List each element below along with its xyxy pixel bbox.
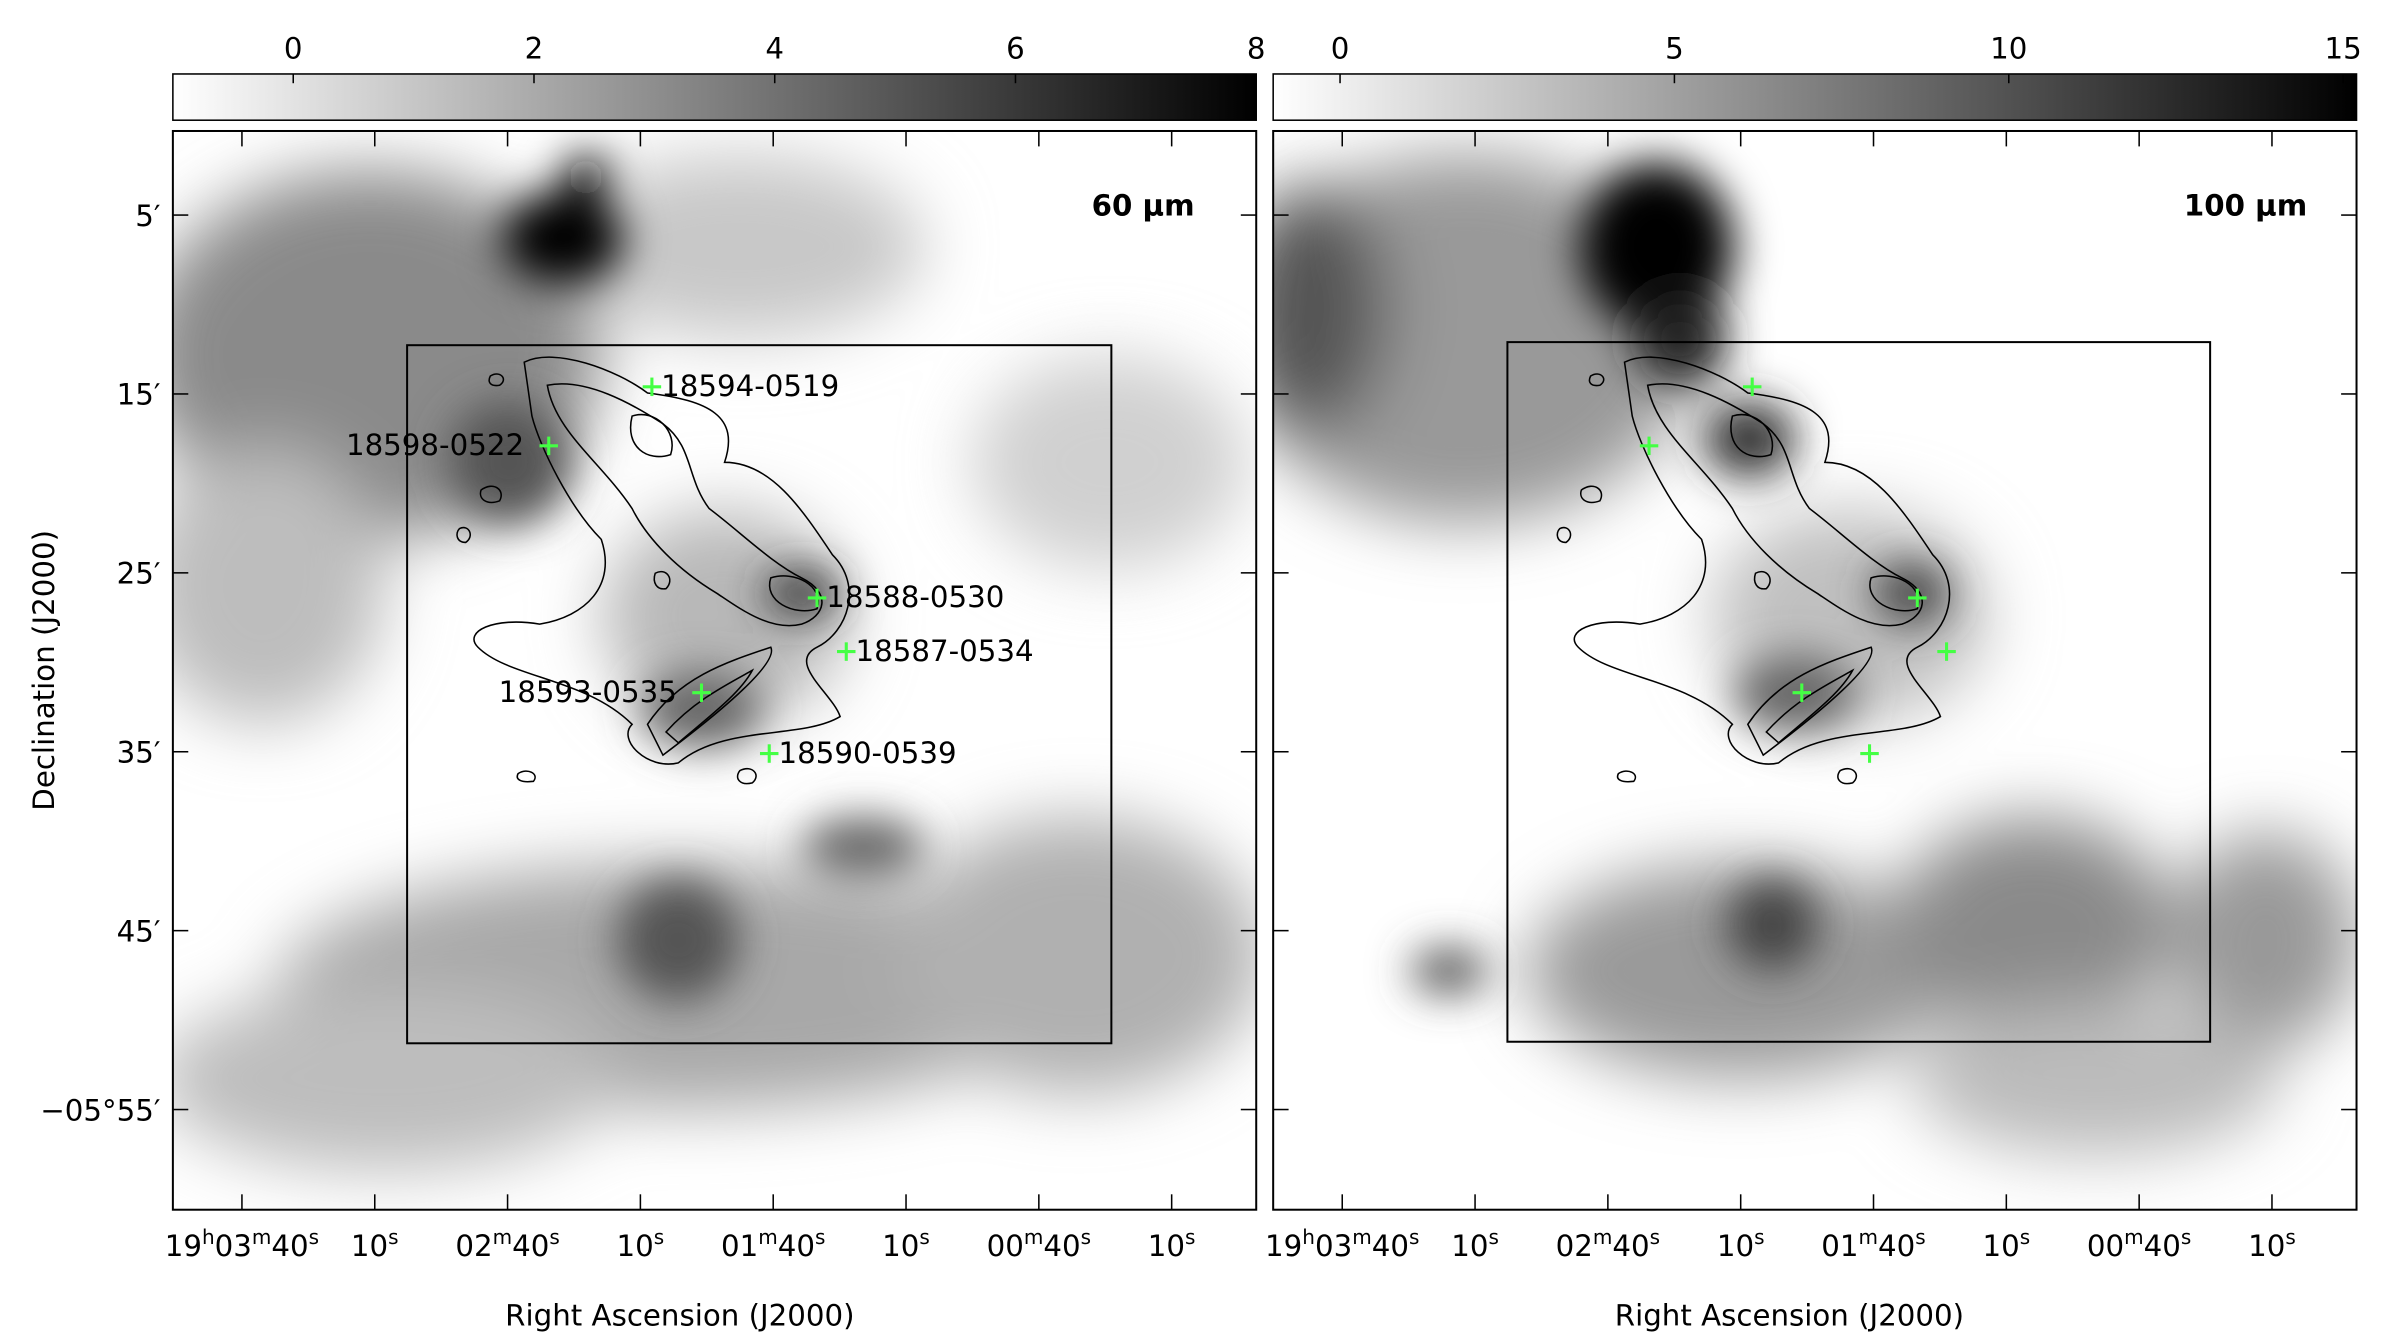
source-marker <box>759 744 779 763</box>
colorbar-tick-label: 2 <box>525 32 544 66</box>
source-marker <box>1937 642 1956 661</box>
colorbar-tick-label: 4 <box>765 32 784 66</box>
colorbar-tick-label: 15 <box>2325 32 2362 66</box>
colorbar <box>172 73 1257 121</box>
source-label: 18588-0530 <box>826 580 1004 614</box>
x-tick-label: 00m40s <box>2087 1225 2191 1263</box>
source-marker <box>1742 377 1762 397</box>
band-label: 60 μm <box>1092 189 1195 223</box>
panel-frame <box>171 129 1258 1211</box>
x-tick-label: 02m40s <box>455 1225 559 1263</box>
source-marker <box>1908 588 1927 608</box>
x-axis-label: Right Ascension (J2000) <box>1615 1298 1964 1332</box>
map-60 <box>172 130 1257 1210</box>
x-tick-label: 19h03m40s <box>165 1225 319 1263</box>
source-marker <box>1639 436 1659 456</box>
colorbar-tick-label: 0 <box>1331 32 1350 66</box>
x-tick-label: 10s <box>1148 1225 1196 1263</box>
source-label: 18598-0522 <box>346 428 524 462</box>
y-tick-label: 35′ <box>117 736 161 770</box>
y-tick-label: −05°55′ <box>40 1093 160 1127</box>
y-tick-label: 45′ <box>117 914 161 948</box>
x-tick-label: 10s <box>351 1225 399 1263</box>
colorbar <box>1272 73 2358 121</box>
y-tick-label: 5′ <box>135 199 160 233</box>
source-marker <box>1860 744 1879 763</box>
source-marker <box>642 377 662 397</box>
x-tick-label: 10s <box>1982 1225 2030 1263</box>
source-label: 18587-0534 <box>856 634 1034 668</box>
y-axis-label: Declination (J2000) <box>27 530 61 811</box>
source-marker <box>692 683 711 702</box>
colorbar-tick-label: 10 <box>1990 32 2027 66</box>
x-tick-label: 10s <box>2248 1225 2296 1263</box>
x-tick-label: 10s <box>1451 1225 1499 1263</box>
source-label: 18590-0539 <box>778 736 956 770</box>
x-axis-label: Right Ascension (J2000) <box>505 1298 854 1332</box>
x-tick-label: 10s <box>617 1225 665 1263</box>
panel-frame <box>1272 129 2358 1211</box>
source-marker <box>807 588 827 608</box>
x-tick-label: 19h03m40s <box>1265 1225 1419 1263</box>
x-tick-label: 10s <box>882 1225 930 1263</box>
source-marker <box>539 436 558 456</box>
x-tick-label: 10s <box>1717 1225 1765 1263</box>
map-100 <box>1273 130 2357 1210</box>
source-marker <box>837 642 856 661</box>
colorbar-tick-label: 5 <box>1665 32 1684 66</box>
x-tick-label: 00m40s <box>987 1225 1091 1263</box>
colorbar-tick-label: 8 <box>1247 32 1266 66</box>
y-tick-label: 25′ <box>117 557 161 591</box>
x-tick-label: 02m40s <box>1556 1225 1660 1263</box>
x-tick-label: 01m40s <box>721 1225 825 1263</box>
source-label: 18594-0519 <box>661 369 839 403</box>
colorbar-tick-label: 0 <box>284 32 303 66</box>
colorbar-tick-label: 6 <box>1006 32 1025 66</box>
y-tick-label: 15′ <box>117 378 161 412</box>
source-label: 18593-0535 <box>499 675 677 709</box>
x-tick-label: 01m40s <box>1821 1225 1925 1263</box>
source-marker <box>1792 683 1812 702</box>
band-label: 100 μm <box>2184 189 2307 223</box>
